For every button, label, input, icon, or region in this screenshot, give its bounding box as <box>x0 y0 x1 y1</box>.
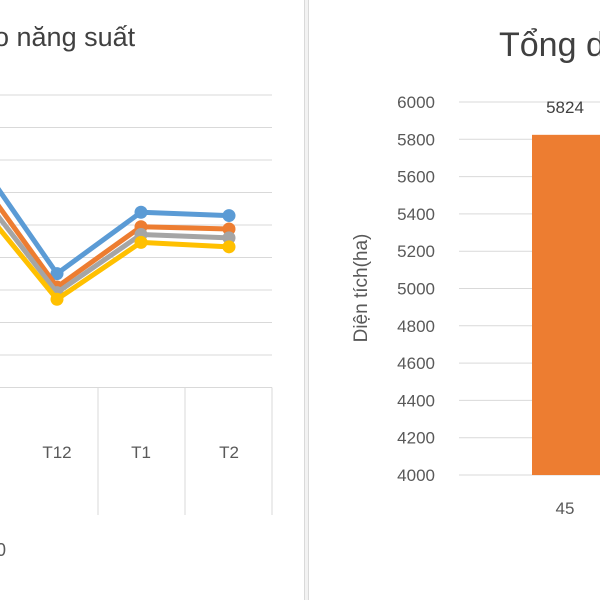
bar-chart-y-tick-label: 4200 <box>397 429 435 448</box>
bar-chart: 4000 4200 4400 4600 4800 5000 5200 5400 5600 5800… <box>351 93 600 518</box>
bar-chart-panel: Tổng d 4000 4200 4400 4600 4800 5000 5200 5400 5… <box>308 0 600 600</box>
line-chart-category-label: T12 <box>42 443 71 462</box>
line-series-1-point <box>134 205 148 219</box>
line-series-1 <box>0 187 230 277</box>
line-series-2-point <box>222 222 236 236</box>
bar-chart-title: Tổng d <box>499 26 600 64</box>
bar-chart-y-tick-label: 5400 <box>397 205 435 224</box>
bar-chart-bar <box>532 134 600 475</box>
line-chart-panel: o năng suất T12 T1 T2 0 <box>0 0 305 600</box>
line-series-2 <box>0 203 230 290</box>
line-chart: T12 T1 T2 <box>0 94 273 515</box>
line-series-1-point <box>222 209 236 223</box>
line-series-4 <box>0 225 230 302</box>
bar-chart-y-tick-label: 4000 <box>397 466 435 485</box>
bar-chart-y-tick-label: 6000 <box>397 93 435 112</box>
bar-chart-y-tick-label: 5600 <box>397 168 435 187</box>
bar-chart-y-tick-label: 4400 <box>397 391 435 410</box>
line-series-4-point <box>50 292 64 306</box>
line-chart-footnote: 0 <box>0 540 6 561</box>
line-chart-category-label: T2 <box>219 443 239 462</box>
line-series-3 <box>0 214 230 296</box>
line-chart-category-label: T1 <box>131 443 151 462</box>
bar-chart-data-label: 5824 <box>546 98 584 117</box>
bar-chart-category-label: 45 <box>556 499 575 518</box>
bar-chart-y-tick-label: 4600 <box>397 354 435 373</box>
line-series-4-point <box>134 235 148 249</box>
line-series-1-point <box>50 267 64 281</box>
line-series-4-point <box>222 240 236 254</box>
bar-chart-y-tick-label: 5200 <box>397 242 435 261</box>
bar-chart-y-tick-label: 5800 <box>397 130 435 149</box>
line-chart-title: o năng suất <box>0 22 136 52</box>
bar-chart-y-tick-label: 4800 <box>397 317 435 336</box>
bar-chart-y-tick-label: 5000 <box>397 280 435 299</box>
bar-chart-y-axis-label: Diện tích(ha) <box>351 234 372 343</box>
line-series-3-point <box>222 231 236 245</box>
